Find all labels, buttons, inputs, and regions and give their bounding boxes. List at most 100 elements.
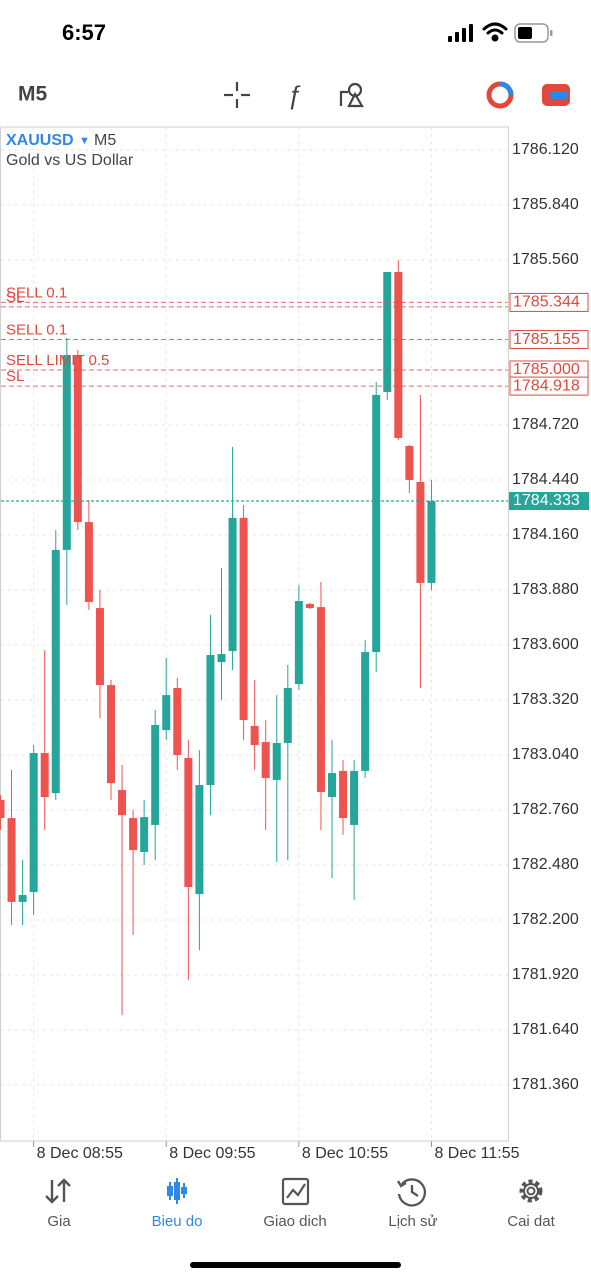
candle-body (383, 271, 392, 392)
tab-label: Giao dich (263, 1213, 326, 1230)
one-click-trading-button[interactable] (486, 81, 514, 109)
candle-body (228, 517, 237, 652)
candle-body (283, 688, 292, 744)
tab[interactable]: Gia (45, 1178, 71, 1230)
tab[interactable]: Giao dich (263, 1177, 327, 1230)
tab-bar: Gia Bieu do Giao dich Lịch sử Cai dat (45, 1177, 556, 1230)
y-tick-label: 1784.720 (512, 416, 579, 433)
y-tick-label: 1781.640 (512, 1021, 579, 1038)
candle-body (173, 688, 182, 756)
objects-button[interactable] (339, 82, 364, 108)
candle-body (294, 600, 303, 685)
tab-icon (281, 1177, 310, 1206)
tab[interactable]: Lịch sử (388, 1178, 438, 1230)
candle-body (316, 607, 325, 792)
tab-label: Lịch sử (388, 1213, 437, 1230)
tab-label: Bieu do (152, 1213, 203, 1230)
trade-button[interactable] (542, 84, 570, 106)
y-tick-label: 1782.480 (512, 856, 579, 873)
order-level-label: SL (6, 368, 24, 385)
y-tick-label: 1783.600 (512, 636, 579, 653)
candle-body (118, 789, 127, 816)
candle-body (184, 757, 193, 888)
tab-icon (286, 1183, 306, 1199)
candle-body (339, 770, 348, 819)
order-price-box (509, 330, 589, 350)
y-tick-label: 1783.320 (512, 691, 579, 708)
order-price-label: 1785.155 (513, 331, 580, 348)
y-tick-label: 1781.360 (512, 1076, 579, 1093)
x-tick-label: 8 Dec 08:55 (37, 1145, 123, 1162)
candle-body (95, 608, 104, 686)
x-tick-label: 8 Dec 09:55 (169, 1145, 255, 1162)
chart-frame (0, 126, 509, 1142)
tab-icon (167, 1186, 173, 1196)
order-price-label: 1785.000 (513, 361, 580, 378)
order-level-label: SELL LIMIT 0.5 (6, 352, 109, 369)
x-tick-label: 8 Dec 11:55 (434, 1145, 519, 1162)
crosshair-button[interactable] (224, 82, 250, 108)
candle-body (261, 742, 270, 778)
home-indicator (190, 1262, 401, 1268)
order-level-label: SELL 0.1 (6, 322, 67, 339)
candle-body (151, 724, 160, 825)
y-tick-label: 1782.760 (512, 801, 579, 818)
grid: 1786.120 1785.840 1785.560 1784.720 1784.440… (1, 127, 579, 1162)
candle-body (372, 394, 381, 653)
order-price-box (509, 292, 589, 312)
candle-body (129, 818, 138, 851)
tab[interactable]: Cai dat (507, 1179, 556, 1230)
tab-icon (397, 1178, 427, 1207)
y-tick-label: 1783.880 (512, 581, 579, 598)
candle-body (73, 355, 82, 523)
candle-body (0, 799, 5, 819)
candle-body (206, 655, 215, 786)
symbol-description: Gold vs US Dollar (6, 152, 134, 169)
candle-body (140, 817, 149, 853)
symbol-dropdown[interactable]: ▼ (79, 135, 90, 147)
candle-body (40, 753, 49, 798)
candle-body (239, 517, 248, 721)
order-level-label: SL (6, 289, 24, 306)
candle-body (162, 695, 171, 731)
indicators-button[interactable]: ƒ (287, 80, 301, 110)
symbol[interactable]: XAUUSD (6, 132, 74, 149)
candle-body (272, 743, 281, 780)
order-price-label: 1785.344 (513, 294, 580, 311)
candle-body (62, 355, 71, 550)
candle-body (18, 895, 27, 902)
y-tick-label: 1785.560 (512, 251, 579, 268)
candle-body (250, 725, 259, 745)
y-tick-label: 1784.440 (512, 471, 579, 488)
y-tick-label: 1782.200 (512, 911, 579, 928)
candle-body (217, 654, 226, 663)
y-tick-label: 1783.040 (512, 746, 579, 763)
tab[interactable]: Bieu do (152, 1178, 203, 1230)
candle-body (7, 818, 16, 902)
plot-area (0, 259, 436, 1016)
tab-icon (523, 1183, 539, 1199)
candle-body (29, 753, 38, 893)
candle-body (416, 481, 425, 583)
y-tick-label: 1786.120 (512, 141, 579, 158)
order-price-label: 1784.918 (513, 377, 580, 394)
chart-timeframe: M5 (94, 132, 116, 149)
current-price-box (509, 492, 589, 511)
x-tick-label: 8 Dec 10:55 (302, 1145, 388, 1162)
candle-body (195, 785, 204, 895)
timeframe-button[interactable]: M5 (18, 83, 47, 106)
tab-icon (519, 1179, 543, 1203)
candle-body (394, 271, 403, 438)
current-price-label: 1784.333 (513, 492, 580, 509)
y-tick-label: 1781.920 (512, 966, 579, 983)
candle-body (405, 446, 414, 480)
signal-icon (448, 24, 473, 42)
y-tick-label: 1785.840 (512, 196, 579, 213)
tab-icon (526, 1186, 536, 1196)
candle-body (427, 501, 436, 583)
order-level-label: SELL 0.1 (6, 284, 67, 301)
tab-icon (45, 1178, 71, 1204)
